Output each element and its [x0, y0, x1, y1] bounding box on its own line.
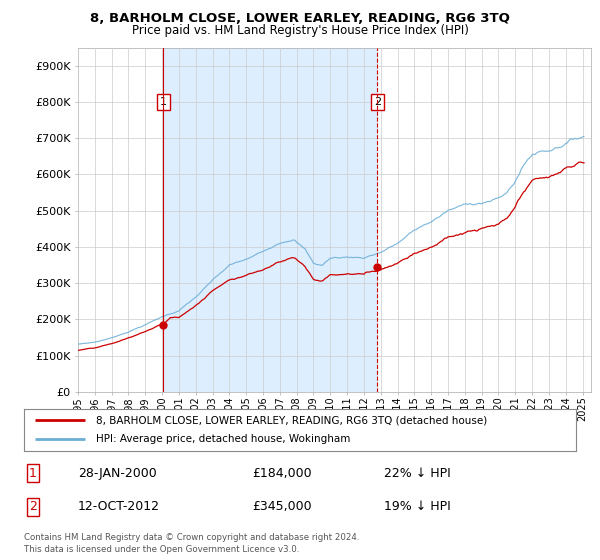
Text: 1: 1 [160, 97, 167, 107]
Text: 8, BARHOLM CLOSE, LOWER EARLEY, READING, RG6 3TQ (detached house): 8, BARHOLM CLOSE, LOWER EARLEY, READING,… [96, 415, 487, 425]
Bar [163, 48, 377, 392]
Text: 19% ↓ HPI: 19% ↓ HPI [384, 500, 451, 514]
Text: 1: 1 [29, 466, 37, 480]
Text: 12-OCT-2012: 12-OCT-2012 [78, 500, 160, 514]
Text: 2: 2 [374, 97, 381, 107]
Text: 28-JAN-2000: 28-JAN-2000 [78, 466, 157, 480]
Text: £184,000: £184,000 [252, 466, 311, 480]
Text: 8, BARHOLM CLOSE, LOWER EARLEY, READING, RG6 3TQ: 8, BARHOLM CLOSE, LOWER EARLEY, READING,… [90, 12, 510, 25]
Text: £345,000: £345,000 [252, 500, 311, 514]
Text: 2: 2 [29, 500, 37, 514]
Text: 22% ↓ HPI: 22% ↓ HPI [384, 466, 451, 480]
Text: HPI: Average price, detached house, Wokingham: HPI: Average price, detached house, Woki… [96, 435, 350, 445]
Text: Price paid vs. HM Land Registry's House Price Index (HPI): Price paid vs. HM Land Registry's House … [131, 24, 469, 37]
Text: Contains HM Land Registry data © Crown copyright and database right 2024.
This d: Contains HM Land Registry data © Crown c… [24, 533, 359, 554]
